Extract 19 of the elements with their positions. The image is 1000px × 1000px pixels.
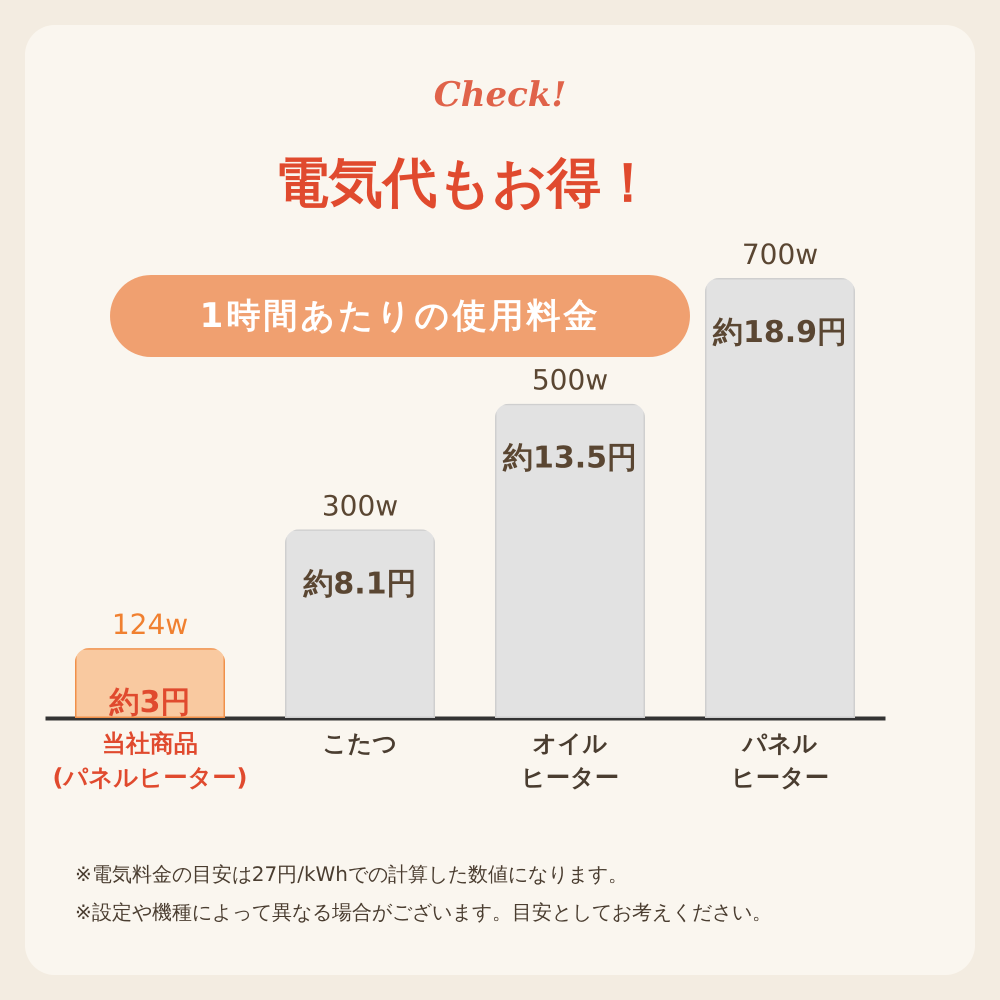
bar [705, 278, 855, 718]
bar [285, 529, 435, 718]
annotation: 300w [322, 489, 398, 522]
text: Check! [432, 75, 568, 115]
chart-title: 電気代もお得！ [275, 151, 655, 214]
annotation: 500w [532, 364, 608, 397]
text: ※電気料金の目安は27円/kWhでの計算した数値になります。 [75, 861, 629, 888]
bar [495, 404, 645, 718]
x-tick-label: 当社商品(パネルヒーター) [52, 730, 248, 792]
text: ※設定や機種によって異なる場合がございます。目安としてお考えください。 [75, 899, 772, 926]
data-label: 約13.5円 [502, 440, 638, 476]
data-label: 約3円 [108, 685, 190, 720]
data-label: 約8.1円 [302, 566, 417, 602]
x-tick-label: パネルヒーター [731, 730, 829, 792]
x-tick-label: こたつ [322, 730, 398, 758]
annotation: 700w [742, 238, 818, 271]
x-tick-label: オイルヒーター [521, 730, 619, 792]
data-label: 約18.9円 [712, 315, 848, 350]
annotation: 124w [112, 608, 188, 642]
